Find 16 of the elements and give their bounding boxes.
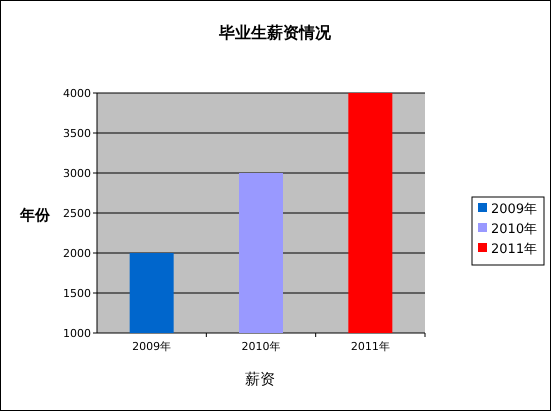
- y-tick-label: 1000: [63, 327, 91, 340]
- y-tick-label: 4000: [63, 87, 91, 100]
- x-tick-label: 2011年: [350, 340, 390, 353]
- y-tick-label: 3500: [63, 127, 91, 140]
- x-tick-label: 2009年: [132, 340, 172, 353]
- y-tick-label: 1500: [63, 287, 91, 300]
- legend-label: 2011年: [491, 242, 538, 257]
- y-tick-label: 2000: [63, 247, 91, 260]
- x-axis-title: 薪资: [245, 370, 275, 388]
- y-tick-label: 3000: [63, 167, 91, 180]
- y-axis-title: 年份: [19, 206, 51, 224]
- chart-title: 毕业生薪资情况: [218, 23, 332, 42]
- x-tick-label: 2010年: [242, 340, 280, 353]
- legend-label: 2009年: [491, 202, 538, 217]
- y-tick-label: 2500: [63, 207, 91, 220]
- legend-label: 2010年: [491, 222, 538, 237]
